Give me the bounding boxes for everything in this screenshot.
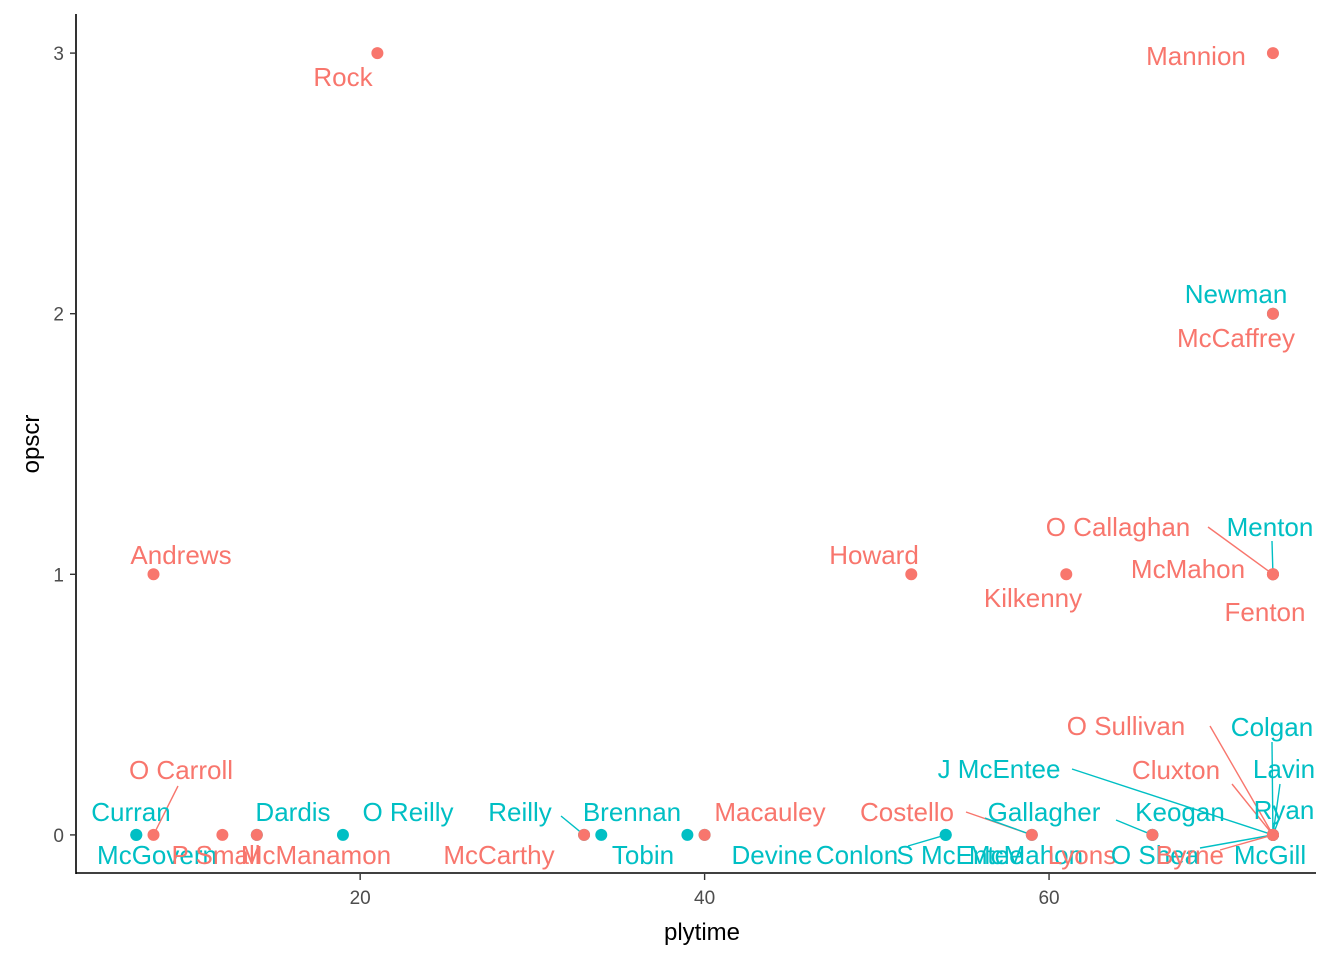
data-point [698,828,711,841]
point-label: O Shea [1111,840,1200,870]
point-label: Dardis [255,797,330,827]
point-label: Ryan [1254,795,1315,825]
label-leader-line [907,834,946,847]
x-tick-label: 20 [350,888,371,909]
y-tick-label: 1 [53,565,64,586]
point-label: J McEntee [938,754,1061,784]
data-point [336,828,349,841]
point-label: Lyons [1048,840,1116,870]
data-point [578,828,591,841]
point-label: Conlon [816,840,898,870]
data-point [681,828,694,841]
x-tick-label: 40 [694,888,715,909]
data-point [939,828,952,841]
point-label: Menton [1227,512,1314,542]
point-label: O Sullivan [1067,711,1186,741]
point-label: Keogan [1135,797,1225,827]
point-label: Tobin [612,840,674,870]
data-point [250,828,263,841]
data-point [1060,568,1073,581]
point-label: Kilkenny [984,583,1082,613]
point-label: McCarthy [443,840,554,870]
point-label: McMahon [969,840,1083,870]
point-label: Costello [860,797,954,827]
point-label: O Carroll [129,755,233,785]
label-leader-line [1209,725,1274,836]
point-label: Reilly [488,797,552,827]
point-label: Colgan [1231,712,1313,742]
point-label: McCaffrey [1177,323,1295,353]
point-label: Brennan [583,797,681,827]
data-point [147,828,160,841]
point-label: Macauley [714,797,825,827]
data-point [1266,568,1279,581]
label-leader-line [152,785,179,836]
data-point [1266,828,1279,841]
point-label: P Small [171,840,260,870]
y-axis-title: opscr [18,415,45,474]
label-leader-line [1271,741,1274,835]
data-point [1266,307,1279,320]
label-leader-line [1207,526,1274,575]
data-point [595,828,608,841]
point-label: McGill [1234,840,1306,870]
label-leader-line [1231,783,1274,836]
point-label: Fenton [1225,597,1306,627]
point-label: Devine [732,840,813,870]
label-leader-line [1272,783,1281,836]
point-label: Gallagher [988,797,1101,827]
data-point [905,568,918,581]
data-point [130,828,143,841]
point-label: Howard [829,540,919,570]
x-axis-ticks: 20 40 60 [350,874,1060,909]
point-label: Mannion [1146,41,1246,71]
point-label: Andrews [130,540,231,570]
label-leader-lines [152,526,1281,851]
point-label: McGovern [97,840,217,870]
point-label: Lavin [1253,754,1315,784]
y-axis-ticks: 0 1 2 3 [53,44,76,847]
data-point [1266,47,1279,60]
x-axis-title: plytime [664,919,740,946]
point-label: Byrne [1156,840,1224,870]
point-label: Newman [1185,279,1288,309]
point-label: S McEntee [896,840,1023,870]
point-label: McMahon [1131,554,1245,584]
point-label: O Callaghan [1046,512,1191,542]
point-label: Cluxton [1132,755,1220,785]
point-label: McManamon [241,840,391,870]
data-points [130,47,1279,841]
point-labels: Rock Mannion Newman McCaffrey Andrews Howard K… [91,41,1315,870]
y-tick-label: 0 [53,826,64,847]
label-leader-line [1219,834,1274,851]
label-leader-line [1199,834,1274,849]
x-tick-label: 60 [1038,888,1059,909]
label-leader-line [984,817,1033,836]
point-label: Rock [313,62,373,92]
data-point [1025,828,1038,841]
y-tick-label: 2 [53,305,64,326]
point-label: Curran [91,797,170,827]
point-label: O Reilly [362,797,453,827]
data-point [147,568,160,581]
data-point [216,828,229,841]
data-point [371,47,384,60]
data-point [1146,828,1159,841]
y-tick-label: 3 [53,44,64,65]
label-leader-line [1071,768,1274,836]
label-leader-line [1115,819,1153,836]
